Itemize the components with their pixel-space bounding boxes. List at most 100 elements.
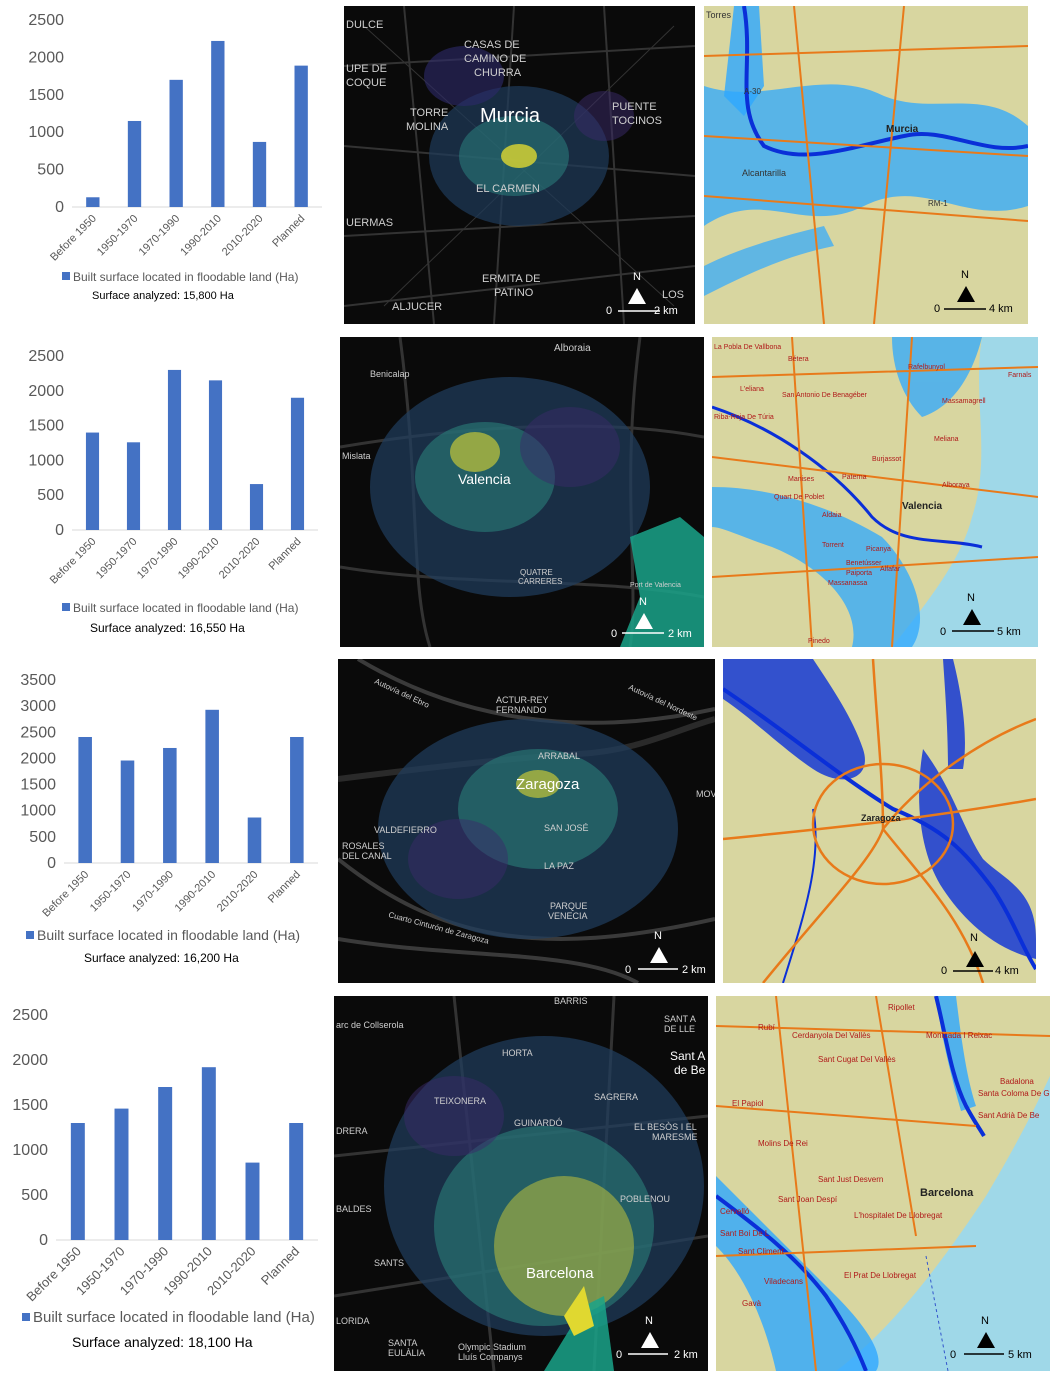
north-label: N [967,592,975,604]
north-arrow-icon [977,1332,995,1348]
river [742,6,1028,157]
flood-zone [704,6,1028,296]
bar [201,1067,216,1240]
map-label: Olympic Stadium [458,1342,526,1352]
map-label: Badalona [1000,1077,1034,1086]
north-label: N [633,271,641,283]
map-label: Port de Valencia [630,582,681,589]
x-tick-label: 1950-1970 [94,536,140,582]
map-label: Alcantarilla [742,168,786,178]
map-label: Alfafar [880,566,901,573]
map-label: Massanassa [828,580,867,587]
scale-label-end: 2 km [668,628,692,640]
map-label: L'eliana [740,386,764,393]
map-label: Viladecans [764,1277,803,1286]
map-zaragoza-flood: Zaragoza N 0 4 km [723,659,1036,983]
bar [211,40,225,207]
map-label: SAGRERA [594,1092,638,1102]
map-label: ROSALES [342,841,385,851]
north-label: N [654,930,662,942]
map-label: TEIXONERA [434,1096,486,1106]
map-label: UERMAS [346,217,393,229]
legend-swatch [62,272,70,280]
map-label: Torrent [822,542,844,549]
legend-swatch [22,1313,30,1321]
port-area-yellow [564,1286,594,1336]
map-label: EL CARMEN [476,183,540,195]
map-label: Sant A [670,1049,705,1063]
map-city-label: Zaragoza [516,776,580,793]
y-tick-label: 2500 [20,724,56,741]
map-label: DE LLE [664,1024,695,1034]
map-city-label: Valencia [902,501,942,512]
urban-fabric [384,1036,704,1336]
y-tick-label: 500 [37,162,64,179]
map-label: Alboraya [942,482,970,489]
scale-label-start: 0 [625,964,631,976]
surface-analyzed-note: Surface analyzed: 18,100 Ha [72,1334,253,1350]
north-label: N [639,596,647,608]
map-label: SANT A [664,1014,696,1024]
bar [70,1123,85,1240]
x-tick-label: 1970-1990 [135,536,181,582]
map-city-label: Barcelona [526,1265,594,1282]
y-tick-label: 500 [29,829,56,846]
y-tick-label: 1000 [20,803,56,820]
bar [290,397,305,530]
x-tick-label: 2010-2020 [220,213,266,259]
river [716,996,986,1371]
x-tick-label: Before 1950 [48,536,99,587]
map-label: El Prat De Llobregat [844,1271,917,1280]
map-label: Sant Cugat Del Vallès [818,1055,896,1064]
x-tick-label: 1970-1990 [137,213,183,259]
map-label: Rafelbunyol [908,364,945,371]
legend-swatch [26,931,34,939]
map-label: GUINARDÓ [514,1118,563,1128]
map-label: SANTS [374,1258,404,1268]
map-label: CARRERES [518,577,562,586]
map-label: Riba-Roja De Túria [714,414,774,421]
y-tick-label: 2500 [28,348,64,365]
map-label: ALJUCER [392,301,442,313]
y-tick-label: 1500 [28,418,64,435]
legend-label: Built surface located in floodable land … [37,927,300,943]
place-labels: La Pobla De Vallbona Bétera Rafelbunyol … [714,344,1032,645]
bar [86,197,100,207]
bar [78,736,92,863]
sea [892,337,1038,647]
x-tick-label: 1990-2010 [176,536,222,582]
map-label: Molins De Rei [758,1139,808,1148]
y-tick-label: 0 [55,199,64,216]
map-label: Santa Coloma De G [978,1089,1050,1098]
map-label: Picanya [866,546,891,553]
sea [836,1076,1050,1371]
map-label: FERNANDO [496,705,547,715]
y-tick-label: 2000 [28,383,64,400]
urban-fabric [370,377,650,597]
bar [249,484,264,530]
map-label: La Pobla De Vallbona [714,344,781,351]
map-label: Pinedo [808,638,830,645]
map-label: Paterna [842,474,867,481]
map-zaragoza-built-age: Autovía del Ebro Autovía del Nordeste AC… [338,659,715,983]
scale-label-start: 0 [950,1349,956,1361]
legend-label: Built surface located in floodable land … [73,601,298,615]
map-murcia-built-age: DULCE CASAS DE CAMINO DE CHURRA UPE DE C… [344,6,695,324]
map-city-label: Zaragoza [861,813,902,823]
urban-fabric [378,719,678,939]
map-barcelona-flood-canvas: Ripollet Rubí Cerdanyola Del Vallès Mont… [716,996,1050,1371]
map-label: Alboraia [554,343,591,354]
map-label: VENECIA [548,911,588,921]
bar [245,1162,260,1240]
road-network [723,659,1036,983]
map-city-label: Barcelona [920,1187,974,1199]
x-tick-label: 2010-2020 [215,869,261,915]
urban-fabric [424,46,634,226]
x-tick-label: Before 1950 [48,213,99,264]
map-label: EULÀLIA [388,1348,425,1358]
bar [158,1087,173,1240]
map-label: Bétera [788,356,809,363]
map-label: Sant Joan Despí [778,1195,838,1204]
map-label: COQUE [346,77,386,89]
